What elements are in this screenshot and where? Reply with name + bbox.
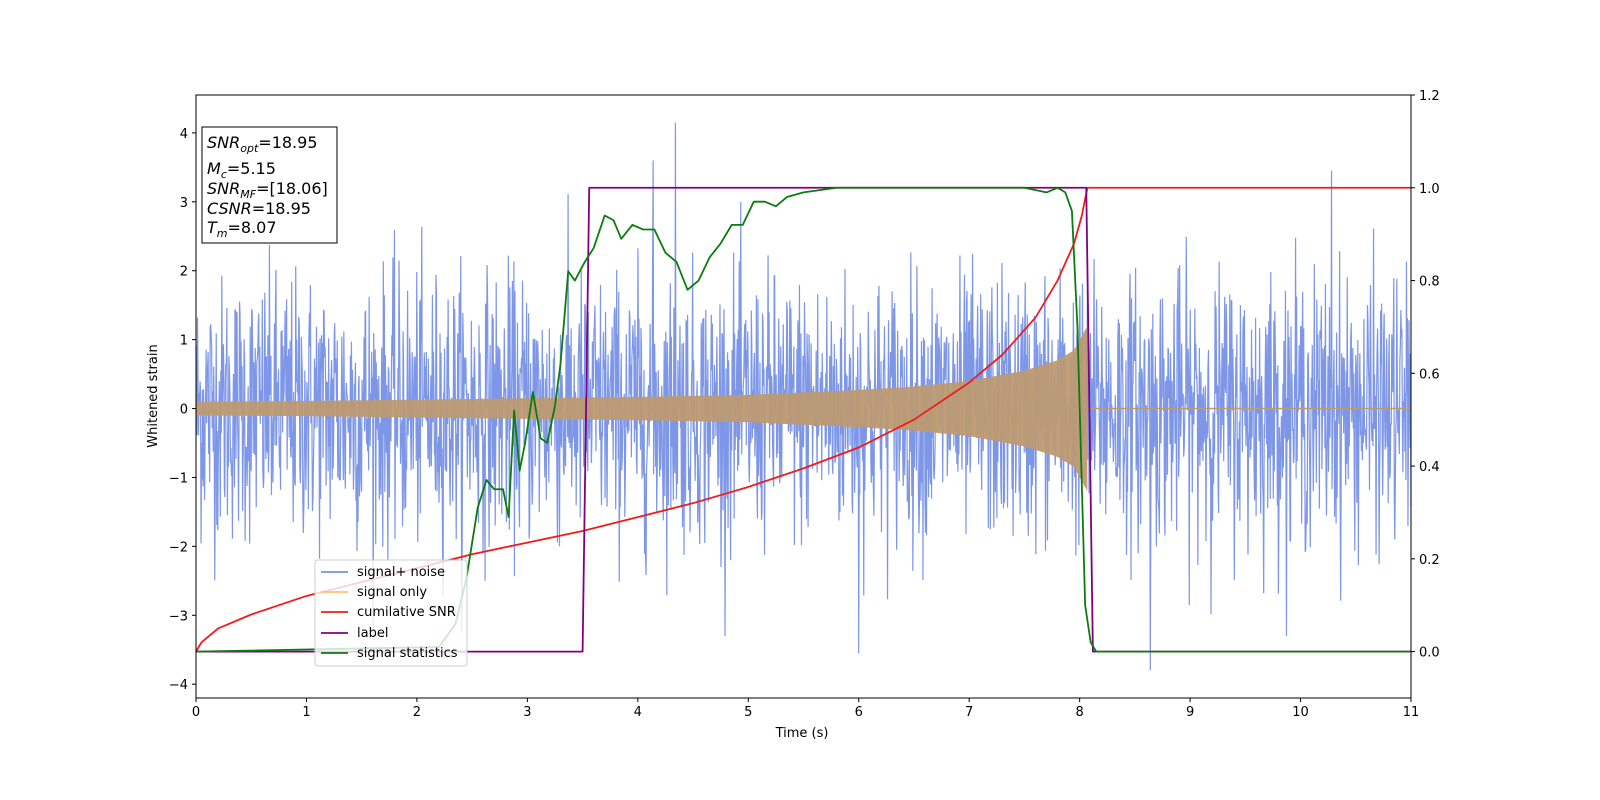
- series-signal-only: [196, 325, 1088, 492]
- legend-entry-signal-noise: signal+ noise: [321, 565, 445, 580]
- legend-entry-label: label: [321, 626, 388, 641]
- info-csnr-value: =18.95: [252, 199, 311, 218]
- x-tick-label: 11: [1403, 705, 1420, 720]
- x-tick-label: 6: [855, 705, 863, 720]
- x-tick-label: 0: [192, 705, 200, 720]
- x-tick-label: 1: [302, 705, 310, 720]
- y-axis-left: −4 −3 −2 −1 0 1 2 3 4: [169, 127, 196, 693]
- y-right-tick-label: 0.8: [1419, 275, 1440, 290]
- plot-frame: [195, 94, 1412, 699]
- y-right-tick-label: 1.0: [1419, 182, 1440, 197]
- y-axis-label: Whitened strain: [146, 344, 161, 447]
- info-tm-sub: m: [217, 227, 228, 240]
- x-tick-label: 3: [523, 705, 531, 720]
- legend-label-cumulative-snr: cumilative SNR: [357, 605, 456, 620]
- info-csnr-base: CSNR: [207, 199, 252, 218]
- info-box: SNRopt=18.95 Mc=5.15 SNRMF=[18.06] CSNR=…: [201, 126, 338, 244]
- y-left-tick-label: −1: [169, 471, 188, 486]
- y-right-tick-label: 0.0: [1419, 646, 1440, 661]
- info-snr-opt-sub: opt: [240, 142, 259, 155]
- legend-entry-signal-only: signal only: [321, 585, 427, 600]
- info-mc-value: =5.15: [227, 159, 276, 178]
- info-tm-base: T: [207, 218, 218, 237]
- y-right-tick-label: 0.4: [1419, 460, 1440, 475]
- info-snr-opt-value: =18.95: [258, 133, 317, 152]
- info-mc-sub: c: [221, 168, 227, 181]
- y-right-tick-label: 0.6: [1419, 367, 1440, 382]
- plot-series: [195, 122, 1412, 671]
- info-snr-mf-base: SNR: [207, 179, 240, 198]
- y-right-tick-label: 1.2: [1419, 89, 1440, 104]
- info-snr-opt-base: SNR: [207, 133, 240, 152]
- x-tick-label: 8: [1075, 705, 1083, 720]
- y-right-tick-label: 0.2: [1419, 553, 1440, 568]
- y-left-tick-label: −3: [169, 609, 188, 624]
- x-tick-label: 10: [1292, 705, 1309, 720]
- info-snr-mf-value: =[18.06]: [256, 179, 328, 198]
- x-tick-label: 2: [413, 705, 421, 720]
- info-box-frame: [201, 126, 338, 244]
- info-csnr: CSNR=18.95: [207, 199, 311, 218]
- y-left-tick-label: −4: [169, 678, 188, 693]
- y-left-tick-label: −2: [169, 540, 188, 555]
- info-mc: Mc=5.15: [207, 159, 276, 181]
- info-tm: Tm=8.07: [207, 218, 277, 240]
- x-tick-label: 7: [965, 705, 973, 720]
- legend-label-signal-statistics: signal statistics: [357, 646, 458, 661]
- legend-label-signal-only: signal only: [357, 585, 427, 600]
- legend-frame: [314, 559, 468, 667]
- y-left-tick-label: 0: [180, 403, 188, 418]
- legend-label-signal-noise: signal+ noise: [357, 565, 445, 580]
- series-signal-statistics: [195, 186, 1411, 653]
- series-cumulative-snr: [195, 186, 1411, 653]
- y-left-tick-label: 4: [180, 127, 188, 142]
- y-left-tick-label: 1: [180, 334, 188, 349]
- info-snr-mf: SNRMF=[18.06]: [207, 179, 328, 201]
- x-tick-label: 9: [1186, 705, 1194, 720]
- legend-entry-cumulative-snr: cumilative SNR: [321, 605, 456, 620]
- x-axis: 0 1 2 3 4 5 6 7 8 9 10 11: [192, 698, 1419, 720]
- x-tick-label: 5: [744, 705, 752, 720]
- info-snr-opt: SNRopt=18.95: [207, 133, 318, 155]
- info-mc-base: M: [207, 159, 221, 178]
- y-axis-right: 0.0 0.2 0.4 0.6 0.8 1.0 1.2: [1411, 89, 1440, 661]
- x-axis-label: Time (s): [775, 726, 829, 741]
- legend-entry-signal-statistics: signal statistics: [321, 646, 458, 661]
- info-tm-value: =8.07: [228, 218, 277, 237]
- info-snr-mf-sub: MF: [240, 188, 256, 201]
- y-left-tick-label: 2: [180, 265, 188, 280]
- x-tick-label: 4: [634, 705, 642, 720]
- legend: signal+ noise signal only cumilative SNR…: [314, 559, 468, 667]
- y-left-tick-label: 3: [180, 196, 188, 211]
- legend-label-label: label: [357, 626, 388, 641]
